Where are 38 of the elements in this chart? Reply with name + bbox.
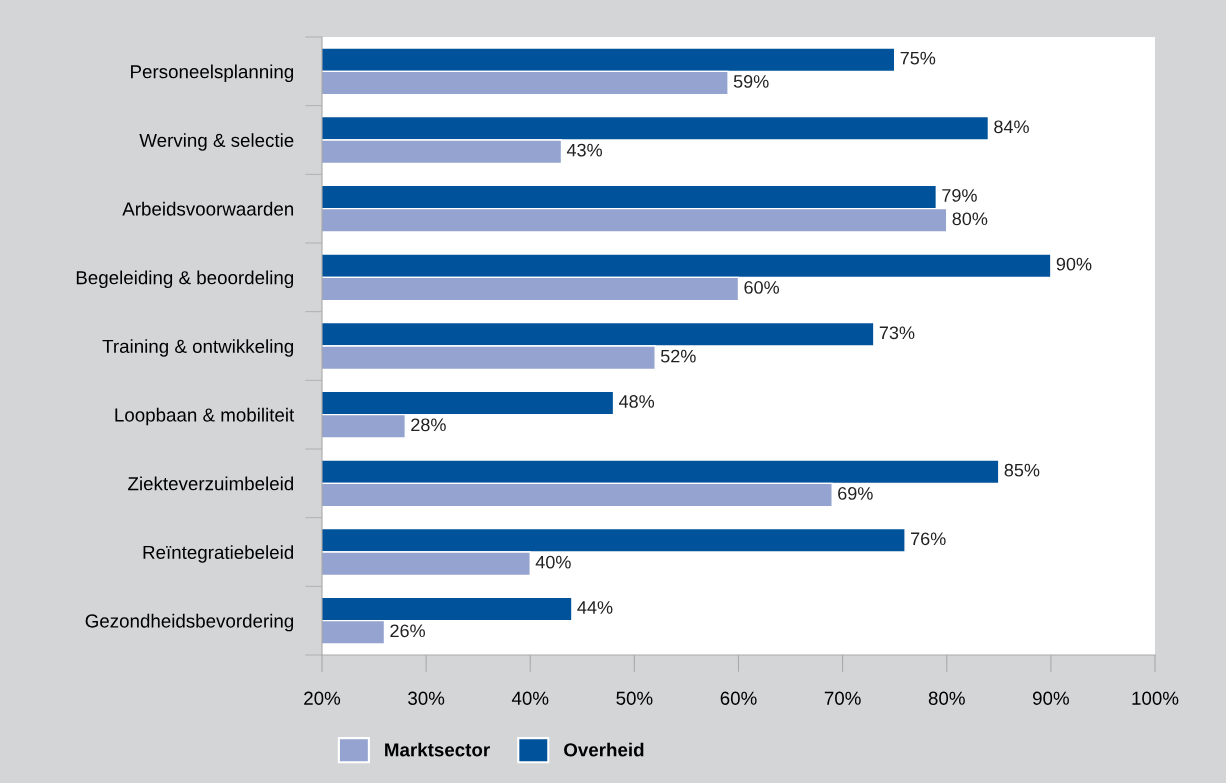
- y-tick-label: Begeleiding & beoordeling: [76, 270, 294, 289]
- data-label: 79%: [942, 189, 977, 202]
- x-tick-label: 30%: [408, 691, 445, 705]
- x-tick-label: 100%: [1132, 691, 1179, 705]
- y-tick-label: Gezondheidsbevordering: [85, 613, 294, 632]
- x-tick-label: 20%: [304, 691, 341, 705]
- y-tick-label: Training & ontwikkeling: [102, 339, 294, 357]
- x-tick-label: 80%: [928, 691, 965, 705]
- data-label: 26%: [390, 624, 425, 638]
- x-tick-label: 40%: [511, 691, 549, 705]
- x-tick-label: 90%: [1032, 691, 1069, 705]
- y-tick-label: Werving & selectie: [139, 133, 294, 151]
- data-label: 44%: [577, 601, 613, 614]
- x-tick-label: 60%: [720, 691, 757, 705]
- legend-label: Marktsector: [385, 742, 490, 757]
- data-label: 59%: [733, 75, 769, 88]
- data-label: 85%: [1004, 463, 1040, 477]
- data-label: 40%: [535, 555, 571, 569]
- data-label: 69%: [838, 487, 873, 500]
- y-tick-label: Personeelsplanning: [131, 64, 294, 83]
- x-tick-label: 50%: [616, 691, 653, 705]
- data-label: 75%: [900, 51, 936, 65]
- data-label: 48%: [618, 395, 655, 408]
- data-label: 84%: [994, 120, 1029, 134]
- x-tick-label: 70%: [824, 691, 861, 705]
- data-label: 43%: [566, 143, 602, 157]
- y-tick-label: Ziekteverzuimbeleid: [128, 476, 294, 491]
- data-label: 60%: [744, 281, 780, 294]
- data-label: 52%: [660, 349, 696, 363]
- y-tick-label: Loopbaan & mobiliteit: [115, 407, 295, 426]
- data-label: 80%: [952, 212, 988, 226]
- y-tick-label: Reïntegratiebeleid: [143, 545, 294, 563]
- y-tick-label: Arbeidsvoorwaarden: [122, 201, 294, 216]
- data-label: 28%: [411, 418, 446, 432]
- data-label: 73%: [879, 326, 915, 340]
- data-label: 76%: [911, 532, 946, 546]
- data-label: 90%: [1056, 257, 1092, 271]
- legend-label: Overheid: [564, 742, 644, 757]
